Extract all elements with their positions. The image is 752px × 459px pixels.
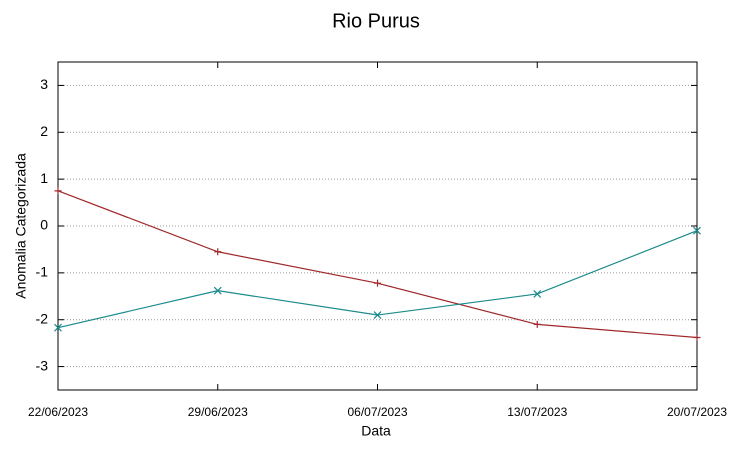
point-marker [373, 311, 382, 319]
x-tick-label: 29/06/2023 [188, 405, 248, 419]
point-marker [54, 187, 62, 195]
point-marker [533, 320, 541, 328]
y-tick-label: 2 [40, 123, 48, 139]
point-marker [213, 286, 222, 295]
point-marker [374, 279, 381, 287]
point-marker [693, 334, 701, 342]
y-tick-label: 1 [40, 170, 48, 186]
y-tick-label: 3 [40, 76, 48, 92]
y-tick-label: 0 [40, 217, 48, 233]
y-tick-label: -1 [36, 264, 49, 280]
x-tick-label: 06/07/2023 [347, 405, 407, 419]
x-tick-label: 22/06/2023 [28, 405, 88, 419]
point-marker [533, 290, 542, 298]
point-marker [54, 323, 62, 332]
point-marker [693, 226, 701, 235]
x-tick-label: 20/07/2023 [667, 405, 727, 419]
x-tick-label: 13/07/2023 [507, 405, 567, 419]
y-tick-label: -2 [36, 310, 49, 326]
series-line [57, 230, 698, 329]
point-marker [214, 248, 222, 256]
x-axis-label: Data [361, 423, 391, 439]
chart-title: Rio Purus [332, 10, 420, 32]
y-tick-label: -3 [36, 357, 49, 373]
y-axis-label: Anomalia Categorizada [13, 153, 29, 299]
